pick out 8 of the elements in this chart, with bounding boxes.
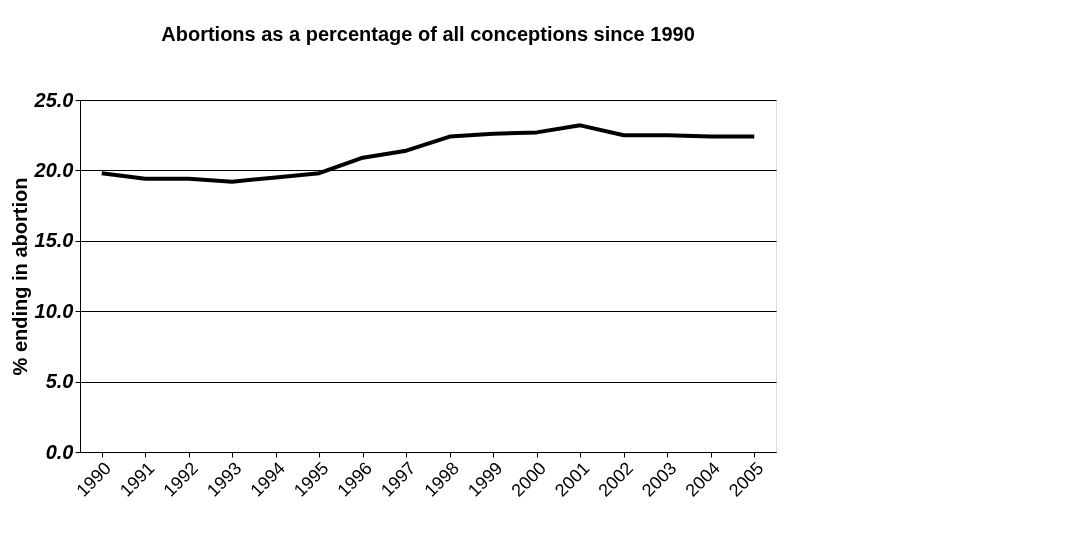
y-tick-label: 25.0 <box>33 88 74 111</box>
y-axis-title: % ending in abortion <box>8 177 31 376</box>
chart-title: Abortions as a percentage of all conceptions since 1990 <box>161 23 695 45</box>
y-tick-label: 15.0 <box>34 229 74 252</box>
y-tick-label: 10.0 <box>34 299 74 322</box>
y-tick-label: 5.0 <box>45 370 74 393</box>
y-tick-label: 0.0 <box>45 440 74 463</box>
y-tick-label: 20.0 <box>33 158 74 181</box>
